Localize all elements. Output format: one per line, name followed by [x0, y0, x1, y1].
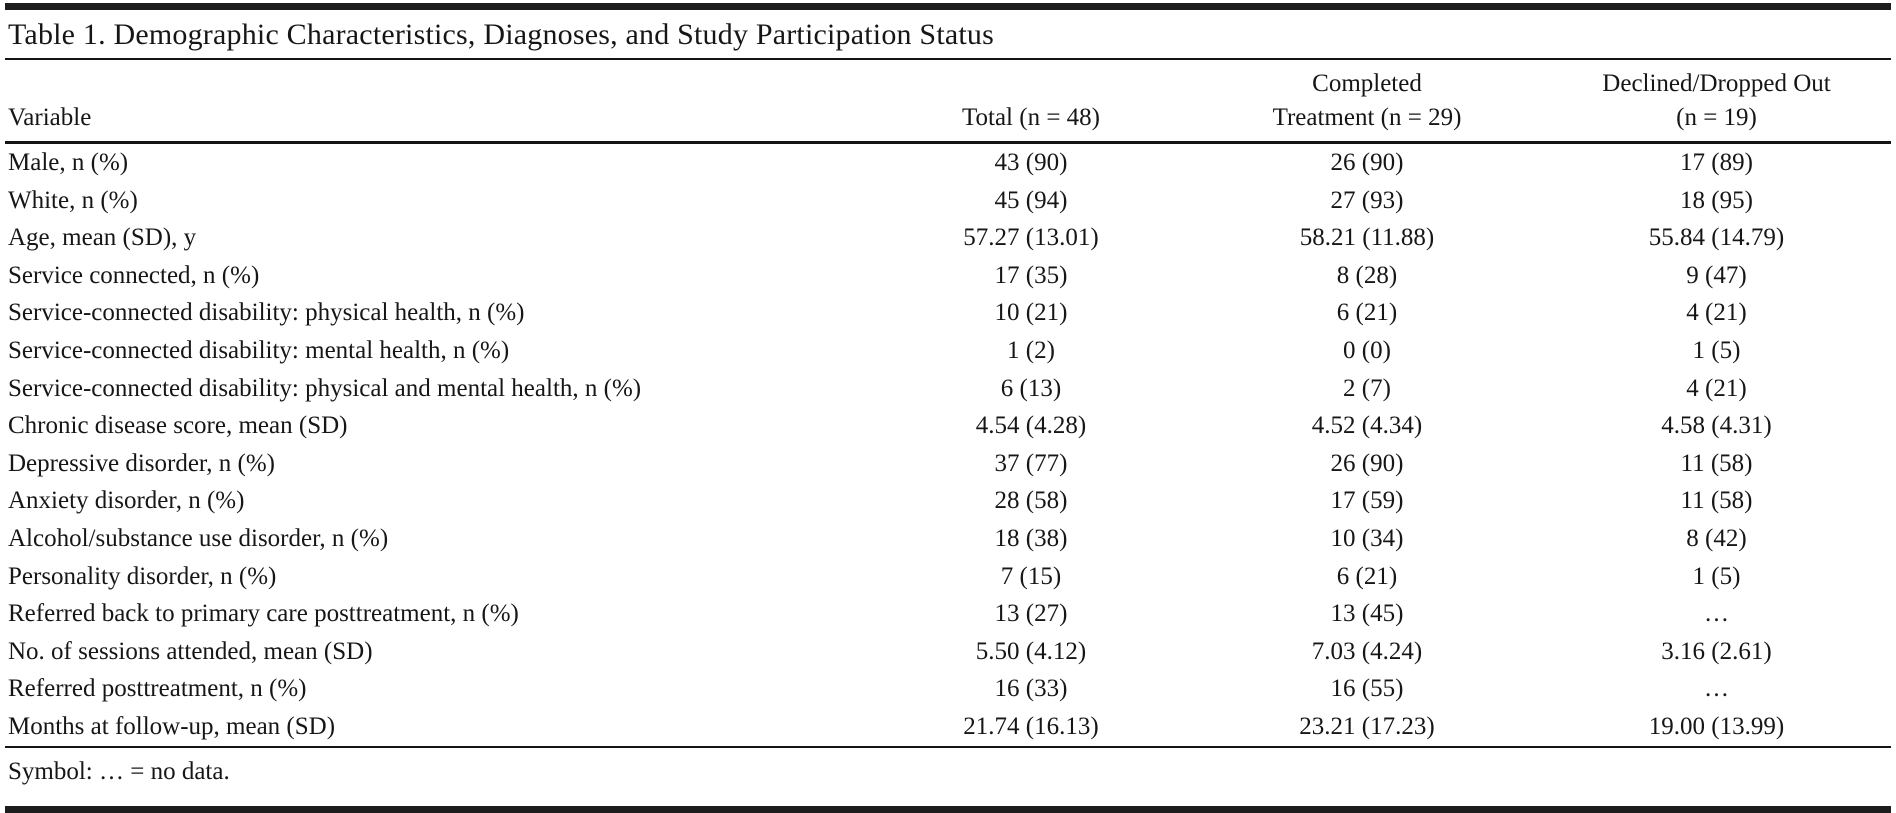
cell-variable: No. of sessions attended, mean (SD) — [8, 637, 373, 665]
cell-declined: 18 (95) — [1680, 186, 1753, 214]
table-row: White, n (%) 45 (94) 27 (93) 18 (95) — [5, 182, 1891, 220]
cell-total: 28 (58) — [994, 487, 1068, 515]
cell-variable: Referred back to primary care posttreatm… — [8, 600, 519, 628]
cell-declined: 1 (5) — [1692, 562, 1741, 590]
header-line2: Treatment (n = 29) — [1272, 104, 1462, 131]
cell-variable: Service-connected disability: physical a… — [8, 374, 642, 402]
table-row: Male, n (%) 43 (90) 26 (90) 17 (89) — [5, 143, 1891, 182]
cell-declined: 4 (21) — [1686, 374, 1747, 402]
cell-total: 13 (27) — [994, 600, 1068, 628]
header-line2: (n = 19) — [1676, 104, 1757, 131]
cell-variable: Months at follow-up, mean (SD) — [5, 707, 870, 748]
cell-total: 17 (35) — [994, 261, 1068, 289]
cell-variable: Anxiety disorder, n (%) — [8, 487, 245, 515]
cell-declined: 11 (58) — [1680, 449, 1753, 477]
table-row: Anxiety disorder, n (%) 28 (58) 17 (59) … — [5, 482, 1891, 520]
cell-variable: Chronic disease score, mean (SD) — [8, 412, 348, 440]
cell-variable: Referred posttreatment, n (%) — [8, 675, 307, 703]
table-row: Months at follow-up, mean (SD) 21.74 (16… — [5, 707, 1891, 748]
demographics-table: Variable Total (n = 48) Completed Treatm… — [5, 60, 1891, 748]
cell-declined: 11 (58) — [1680, 487, 1753, 515]
cell-variable: Service-connected disability: mental hea… — [8, 336, 510, 364]
cell-completed: 6 (21) — [1336, 562, 1398, 590]
table-row: No. of sessions attended, mean (SD) 5.50… — [5, 633, 1891, 671]
table-footnote: Symbol: … = no data. — [8, 757, 230, 785]
header-row: Variable Total (n = 48) Completed Treatm… — [5, 60, 1891, 144]
cell-total: 1 (2) — [1007, 336, 1055, 364]
cell-total: 57.27 (13.01) — [963, 224, 1099, 252]
cell-completed: 16 (55) — [1330, 675, 1404, 703]
column-header-declined-dropped-out: Declined/Dropped Out (n = 19) — [1542, 60, 1891, 144]
cell-total: 16 (33) — [994, 675, 1068, 703]
table-row: Referred posttreatment, n (%) 16 (33) 16… — [5, 670, 1891, 708]
cell-completed: 23.21 (17.23) — [1192, 707, 1542, 748]
table-row: Personality disorder, n (%) 7 (15) 6 (21… — [5, 558, 1891, 596]
table-row: Chronic disease score, mean (SD) 4.54 (4… — [5, 407, 1891, 445]
cell-completed: 8 (28) — [1336, 261, 1398, 289]
cell-declined: 19.00 (13.99) — [1542, 707, 1891, 748]
cell-declined: 3.16 (2.61) — [1661, 637, 1772, 665]
cell-declined: 4.58 (4.31) — [1661, 412, 1772, 440]
cell-completed: 13 (45) — [1330, 600, 1404, 628]
cell-total: 7 (15) — [1000, 562, 1062, 590]
cell-total: 5.50 (4.12) — [975, 637, 1087, 665]
cell-completed: 6 (21) — [1336, 299, 1398, 327]
cell-total: 45 (94) — [994, 186, 1068, 214]
bottom-thick-rule — [5, 806, 1891, 813]
cell-completed: 17 (59) — [1330, 487, 1404, 515]
cell-total: 21.74 (16.13) — [870, 707, 1192, 748]
table-row: Alcohol/substance use disorder, n (%) 18… — [5, 520, 1891, 558]
cell-completed: 10 (34) — [1330, 524, 1404, 552]
column-header-completed-treatment: Completed Treatment (n = 29) — [1192, 60, 1542, 144]
cell-total: 10 (21) — [994, 299, 1068, 327]
cell-total: 4.54 (4.28) — [975, 412, 1087, 440]
cell-variable: Age, mean (SD), y — [8, 224, 197, 252]
column-header-total: Total (n = 48) — [870, 60, 1192, 144]
table-row: Service connected, n (%) 17 (35) 8 (28) … — [5, 257, 1891, 295]
cell-completed: 26 (90) — [1330, 149, 1404, 176]
cell-completed: 27 (93) — [1330, 186, 1404, 214]
cell-variable: Service-connected disability: physical h… — [8, 299, 525, 327]
table-row: Referred back to primary care posttreatm… — [5, 595, 1891, 633]
cell-declined: 9 (47) — [1686, 261, 1747, 289]
cell-variable: Alcohol/substance use disorder, n (%) — [8, 524, 389, 552]
cell-declined: 8 (42) — [1686, 524, 1747, 552]
cell-declined: … — [1704, 600, 1729, 628]
table-row: Service-connected disability: physical a… — [5, 370, 1891, 408]
table-row: Service-connected disability: mental hea… — [5, 332, 1891, 370]
table-row: Age, mean (SD), y 57.27 (13.01) 58.21 (1… — [5, 219, 1891, 257]
cell-variable: Service connected, n (%) — [8, 261, 260, 289]
cell-variable: Personality disorder, n (%) — [8, 562, 277, 590]
table-body: Male, n (%) 43 (90) 26 (90) 17 (89) Whit… — [5, 143, 1891, 748]
table-title: Table 1. Demographic Characteristics, Di… — [5, 10, 1891, 60]
cell-completed: 4.52 (4.34) — [1311, 412, 1423, 440]
cell-variable: Male, n (%) — [8, 149, 129, 176]
header-line1: Declined/Dropped Out — [1602, 70, 1831, 97]
cell-completed: 26 (90) — [1330, 449, 1404, 477]
cell-total: 18 (38) — [994, 524, 1068, 552]
cell-total: 6 (13) — [1000, 374, 1062, 402]
cell-declined: 17 (89) — [1680, 149, 1753, 176]
cell-total: 37 (77) — [994, 449, 1068, 477]
cell-completed: 7.03 (4.24) — [1311, 637, 1423, 665]
cell-completed: 58.21 (11.88) — [1299, 224, 1435, 252]
top-thick-rule — [5, 3, 1891, 10]
cell-declined: 1 (5) — [1692, 336, 1741, 364]
cell-completed: 0 (0) — [1343, 336, 1391, 364]
header-line1: Completed — [1312, 70, 1422, 97]
cell-completed: 2 (7) — [1343, 374, 1391, 402]
cell-declined: 55.84 (14.79) — [1648, 224, 1785, 252]
table-row: Service-connected disability: physical h… — [5, 294, 1891, 332]
table-row: Depressive disorder, n (%) 37 (77) 26 (9… — [5, 445, 1891, 483]
header-line2: Variable — [8, 104, 92, 131]
cell-declined: 4 (21) — [1686, 299, 1747, 327]
header-line2: Total (n = 48) — [961, 104, 1100, 131]
cell-declined: … — [1704, 675, 1729, 703]
cell-total: 43 (90) — [994, 149, 1068, 176]
cell-variable: White, n (%) — [8, 186, 138, 214]
cell-variable: Depressive disorder, n (%) — [8, 449, 275, 477]
table-header: Variable Total (n = 48) Completed Treatm… — [5, 60, 1891, 144]
column-header-variable: Variable — [5, 60, 870, 144]
